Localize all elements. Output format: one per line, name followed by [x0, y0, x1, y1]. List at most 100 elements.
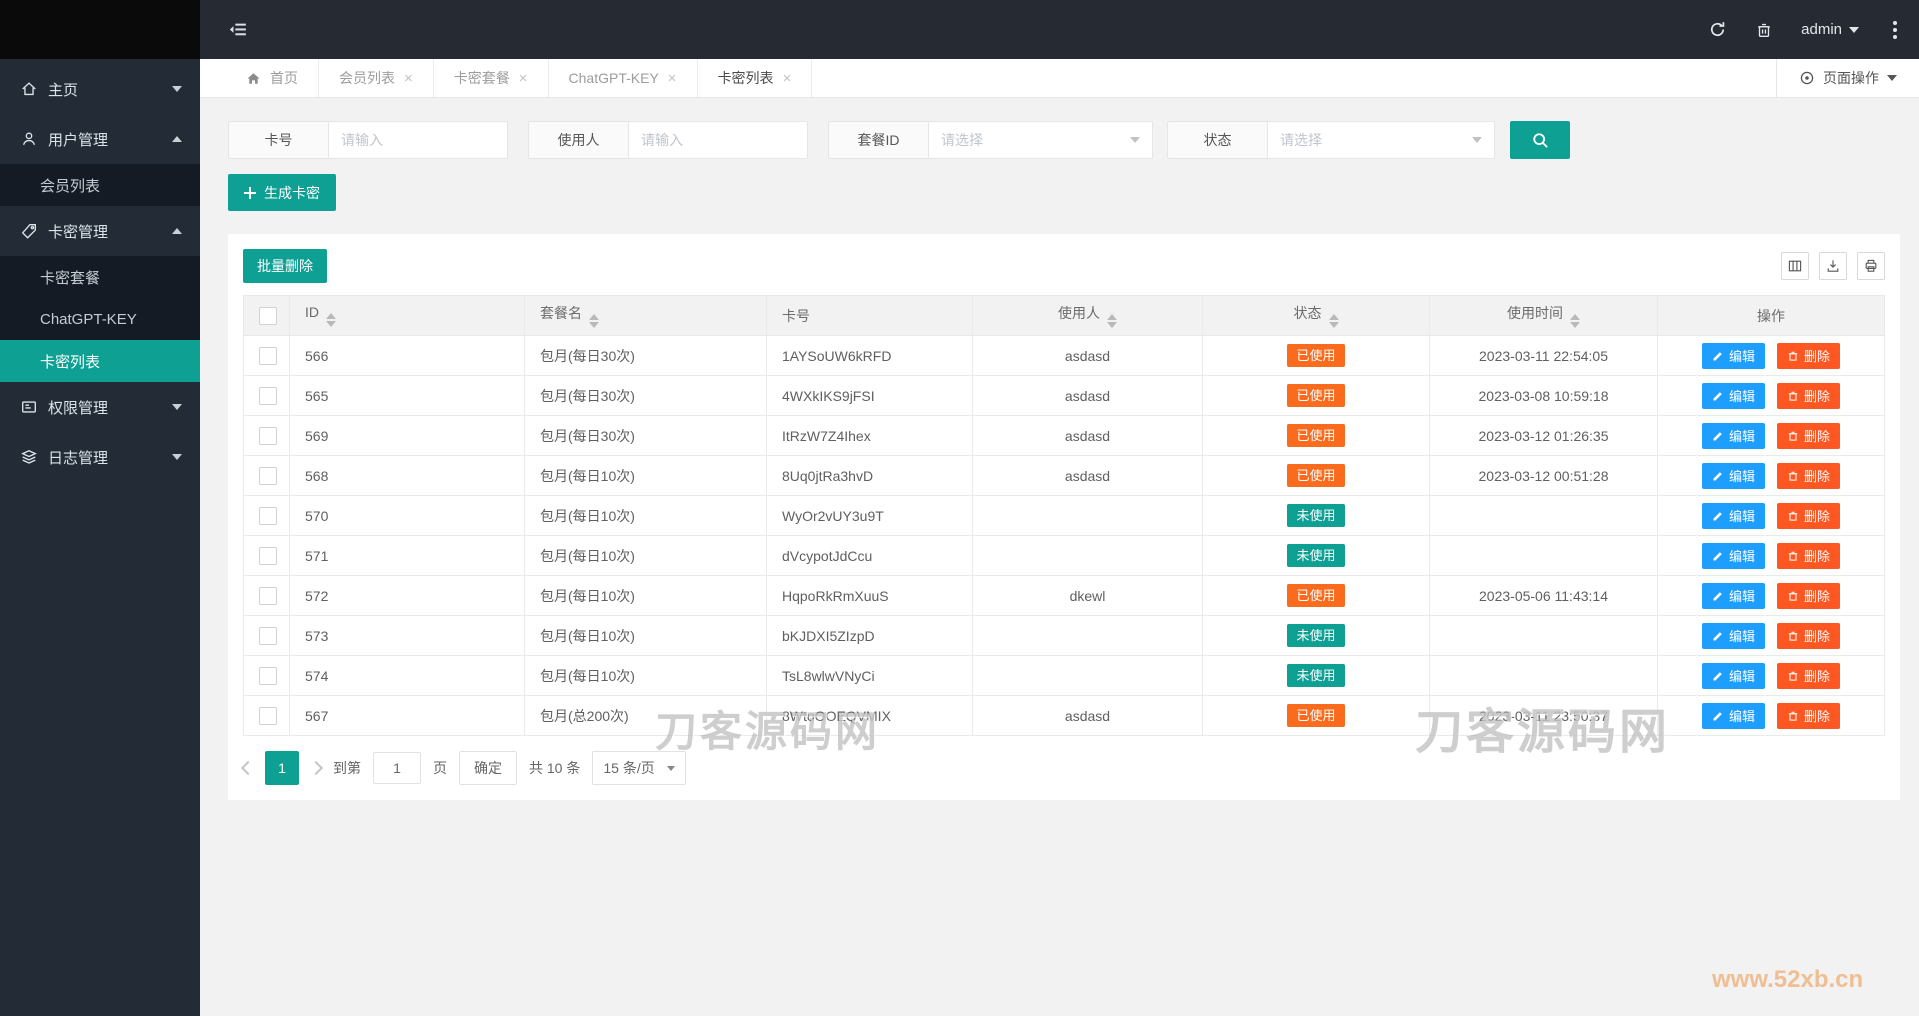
sidebar-menu: 主页 用户管理 会员列表 卡密管理 卡密套餐 [0, 59, 200, 482]
refresh-icon[interactable] [1708, 20, 1727, 39]
tab-label: ChatGPT-KEY [568, 70, 659, 86]
user-dropdown[interactable]: admin [1801, 21, 1859, 38]
delete-button[interactable]: 删除 [1776, 462, 1840, 489]
per-page-select[interactable]: 15 条/页 [592, 751, 686, 785]
row-checkbox[interactable] [259, 586, 277, 605]
table-row: 570 包月(每日10次) WyOr2vUY3u9T 未使用 编辑 [243, 495, 1885, 536]
kebab-icon[interactable] [1887, 19, 1903, 41]
edit-button[interactable]: 编辑 [1702, 382, 1766, 409]
delete-button[interactable]: 删除 [1776, 342, 1840, 369]
cell-card-no: bKJDXI5ZIzpD [766, 615, 973, 656]
sort-icon[interactable] [1328, 314, 1339, 328]
card-no-input[interactable] [328, 121, 508, 159]
submenu-card-mgmt: 卡密套餐 ChatGPT-KEY 卡密列表 [0, 256, 200, 382]
close-icon[interactable] [519, 71, 528, 86]
current-page[interactable]: 1 [265, 751, 299, 785]
edit-button[interactable]: 编辑 [1702, 462, 1766, 489]
row-checkbox[interactable] [259, 546, 277, 565]
sidebar-item-permission-mgmt[interactable]: 权限管理 [0, 382, 200, 432]
row-checkbox[interactable] [259, 466, 277, 485]
delete-button[interactable]: 删除 [1776, 422, 1840, 449]
row-checkbox[interactable] [259, 346, 277, 365]
edit-button[interactable]: 编辑 [1702, 342, 1766, 369]
plan-id-select[interactable]: 请选择 [928, 121, 1153, 159]
search-button[interactable] [1510, 121, 1570, 159]
delete-button[interactable]: 删除 [1776, 582, 1840, 609]
sort-icon[interactable] [1570, 314, 1580, 328]
column-header: ID [305, 304, 319, 320]
select-all-checkbox[interactable] [259, 306, 277, 325]
sidebar-item-card-mgmt[interactable]: 卡密管理 [0, 206, 200, 256]
sort-icon[interactable] [589, 314, 599, 328]
trash-icon [1787, 590, 1799, 602]
edit-button[interactable]: 编辑 [1702, 622, 1766, 649]
goto-page-input[interactable] [373, 752, 421, 784]
filter-user: 使用人 [528, 121, 808, 159]
filter-plan-id: 套餐ID 请选择 [828, 121, 1153, 159]
batch-delete-button[interactable]: 批量删除 [243, 249, 327, 283]
pagination: 1 到第 页 确定 共 10 条 15 条/页 [240, 751, 1885, 785]
row-checkbox[interactable] [259, 626, 277, 645]
row-checkbox[interactable] [259, 426, 277, 445]
generate-card-button[interactable]: 生成卡密 [228, 174, 336, 211]
cell-plan: 包月(总200次) [524, 695, 767, 736]
sidebar-item-member-list[interactable]: 会员列表 [0, 164, 200, 206]
page-action-dropdown[interactable]: 页面操作 [1776, 59, 1919, 97]
print-icon[interactable] [1857, 252, 1885, 280]
delete-button[interactable]: 删除 [1776, 382, 1840, 409]
cell-user [972, 535, 1203, 576]
sort-icon[interactable] [326, 313, 336, 327]
sidebar-item-card-list[interactable]: 卡密列表 [0, 340, 200, 382]
row-checkbox[interactable] [259, 666, 277, 685]
tab-card-list[interactable]: 卡密列表 [698, 59, 813, 97]
status-select[interactable]: 请选择 [1267, 121, 1495, 159]
sidebar-item-chatgpt-key[interactable]: ChatGPT-KEY [0, 298, 200, 340]
row-checkbox[interactable] [259, 506, 277, 525]
close-icon[interactable] [783, 71, 792, 86]
delete-button[interactable]: 删除 [1776, 542, 1840, 569]
tab-card-plans[interactable]: 卡密套餐 [434, 59, 549, 97]
tab-chatgpt-key[interactable]: ChatGPT-KEY [549, 59, 698, 97]
edit-button[interactable]: 编辑 [1702, 422, 1766, 449]
tab-home[interactable]: 首页 [226, 59, 319, 97]
edit-button[interactable]: 编辑 [1702, 662, 1766, 689]
next-page-button[interactable] [308, 760, 324, 776]
cell-card-no: 8Uq0jtRa3hvD [766, 455, 973, 496]
sidebar-item-user-mgmt[interactable]: 用户管理 [0, 114, 200, 164]
close-icon[interactable] [404, 71, 413, 86]
edit-button[interactable]: 编辑 [1702, 582, 1766, 609]
tabbar: 首页 会员列表 卡密套餐 ChatGPT-KEY 卡密列表 页面操作 [200, 59, 1919, 98]
close-icon[interactable] [668, 71, 677, 86]
chevron-up-icon [172, 136, 182, 142]
sort-icon[interactable] [1107, 314, 1117, 328]
filter-label: 状态 [1167, 121, 1267, 159]
edit-button-label: 编辑 [1729, 349, 1756, 364]
permission-icon [20, 398, 38, 416]
row-checkbox[interactable] [259, 386, 277, 405]
pencil-icon [1712, 590, 1724, 602]
sidebar-item-log-mgmt[interactable]: 日志管理 [0, 432, 200, 482]
edit-button[interactable]: 编辑 [1702, 702, 1766, 729]
menu-toggle-icon[interactable] [228, 19, 249, 40]
tab-member-list[interactable]: 会员列表 [319, 59, 434, 97]
chevron-down-icon [1472, 137, 1482, 143]
user-input[interactable] [628, 121, 808, 159]
delete-button[interactable]: 删除 [1776, 702, 1840, 729]
cell-user: asdasd [972, 455, 1203, 496]
cell-plan: 包月(每日10次) [524, 455, 767, 496]
row-checkbox[interactable] [259, 706, 277, 725]
columns-icon[interactable] [1781, 252, 1809, 280]
pencil-icon [1712, 550, 1724, 562]
sidebar-item-home[interactable]: 主页 [0, 64, 200, 114]
column-header: 使用人 [1058, 305, 1100, 321]
export-icon[interactable] [1819, 252, 1847, 280]
edit-button[interactable]: 编辑 [1702, 502, 1766, 529]
trash-icon[interactable] [1755, 21, 1773, 39]
sidebar-item-card-plans[interactable]: 卡密套餐 [0, 256, 200, 298]
delete-button[interactable]: 删除 [1776, 622, 1840, 649]
prev-page-button[interactable] [240, 760, 256, 776]
delete-button[interactable]: 删除 [1776, 502, 1840, 529]
edit-button[interactable]: 编辑 [1702, 542, 1766, 569]
delete-button[interactable]: 删除 [1776, 662, 1840, 689]
confirm-page-button[interactable]: 确定 [459, 751, 517, 785]
